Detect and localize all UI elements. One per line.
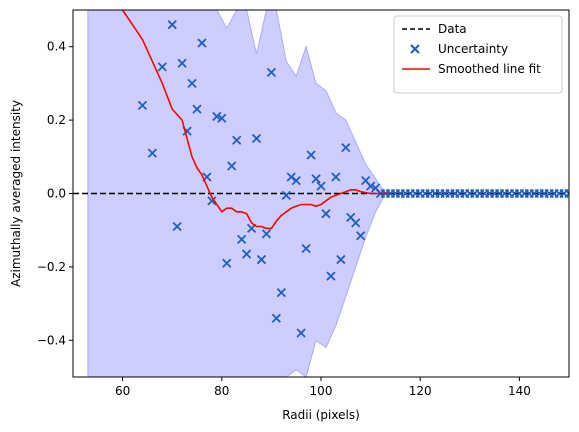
uncertainty-point <box>167 20 177 30</box>
uncertainty-point <box>306 150 316 160</box>
uncertainty-point <box>351 218 361 228</box>
smoothed-fit-line <box>121 10 391 230</box>
uncertainty-point <box>336 254 346 265</box>
uncertainty-point <box>172 221 182 232</box>
uncertainty-point <box>177 58 187 68</box>
legend-box <box>393 15 563 94</box>
uncertainty-point <box>276 287 286 298</box>
uncertainty-point <box>356 231 366 241</box>
uncertainty-point <box>227 161 237 171</box>
legend-data-label: Data <box>438 22 467 36</box>
uncertainty-point <box>187 78 197 89</box>
uncertainty-point <box>286 172 296 182</box>
x-tick-label: 120 <box>409 384 432 398</box>
flat-uncertainty-point <box>564 188 569 199</box>
y-tick-label: 0.0 <box>47 187 66 201</box>
uncertainty-point <box>316 181 326 191</box>
y-tick-label: 0.2 <box>47 113 66 127</box>
uncertainty-point <box>241 249 252 259</box>
x-axis-label: Radii (pixels) <box>282 408 360 422</box>
legend-uncertainty-label: Uncertainty <box>438 42 508 56</box>
uncertainty-point <box>147 148 157 158</box>
uncertainty-point <box>212 111 222 122</box>
uncertainty-point <box>365 181 376 191</box>
uncertainty-point <box>321 209 331 219</box>
uncertainty-point <box>296 328 306 338</box>
y-axis-ticks: −0.4 −0.2 0.0 0.2 0.4 <box>37 40 73 347</box>
legend-fit-label: Smoothed line fit <box>438 62 541 76</box>
uncertainty-point <box>237 234 247 245</box>
uncertainty-point <box>207 196 217 206</box>
y-tick-label: −0.4 <box>37 333 66 347</box>
uncertainty-point <box>157 62 167 72</box>
uncertainty-point <box>261 229 272 239</box>
x-tick-label: 100 <box>310 384 333 398</box>
x-tick-label: 80 <box>214 384 229 398</box>
flat-uncertainty-markers <box>375 188 569 199</box>
uncertainty-point <box>251 133 262 144</box>
x-tick-label: 60 <box>115 384 130 398</box>
uncertainty-point <box>266 67 277 78</box>
uncertainty-point <box>311 174 321 184</box>
uncertainty-point <box>341 142 351 153</box>
y-axis-label: Azimuthally averaged intensity <box>9 100 23 287</box>
x-tick-label: 140 <box>508 384 531 398</box>
uncertainty-point <box>271 313 281 323</box>
x-axis-ticks: 60 80 100 120 140 <box>115 377 531 398</box>
uncertainty-point <box>222 258 232 268</box>
uncertainty-point <box>326 271 336 281</box>
uncertainty-point <box>192 104 202 114</box>
uncertainty-point <box>281 190 291 200</box>
legend: Data Uncertainty Smoothed line fit <box>393 15 563 94</box>
uncertainty-point <box>291 176 301 186</box>
uncertainty-point <box>301 243 311 254</box>
y-tick-label: −0.2 <box>37 260 66 274</box>
uncertainty-point <box>217 113 227 123</box>
uncertainty-point <box>197 38 207 48</box>
uncertainty-point <box>137 100 148 111</box>
uncertainty-point <box>232 135 242 145</box>
y-tick-label: 0.4 <box>47 40 66 54</box>
uncertainty-point <box>256 254 267 265</box>
uncertainty-point <box>331 172 341 182</box>
plot-area <box>73 10 569 377</box>
legend-uncertainty-swatch <box>410 44 420 54</box>
uncertainty-markers <box>137 20 381 338</box>
